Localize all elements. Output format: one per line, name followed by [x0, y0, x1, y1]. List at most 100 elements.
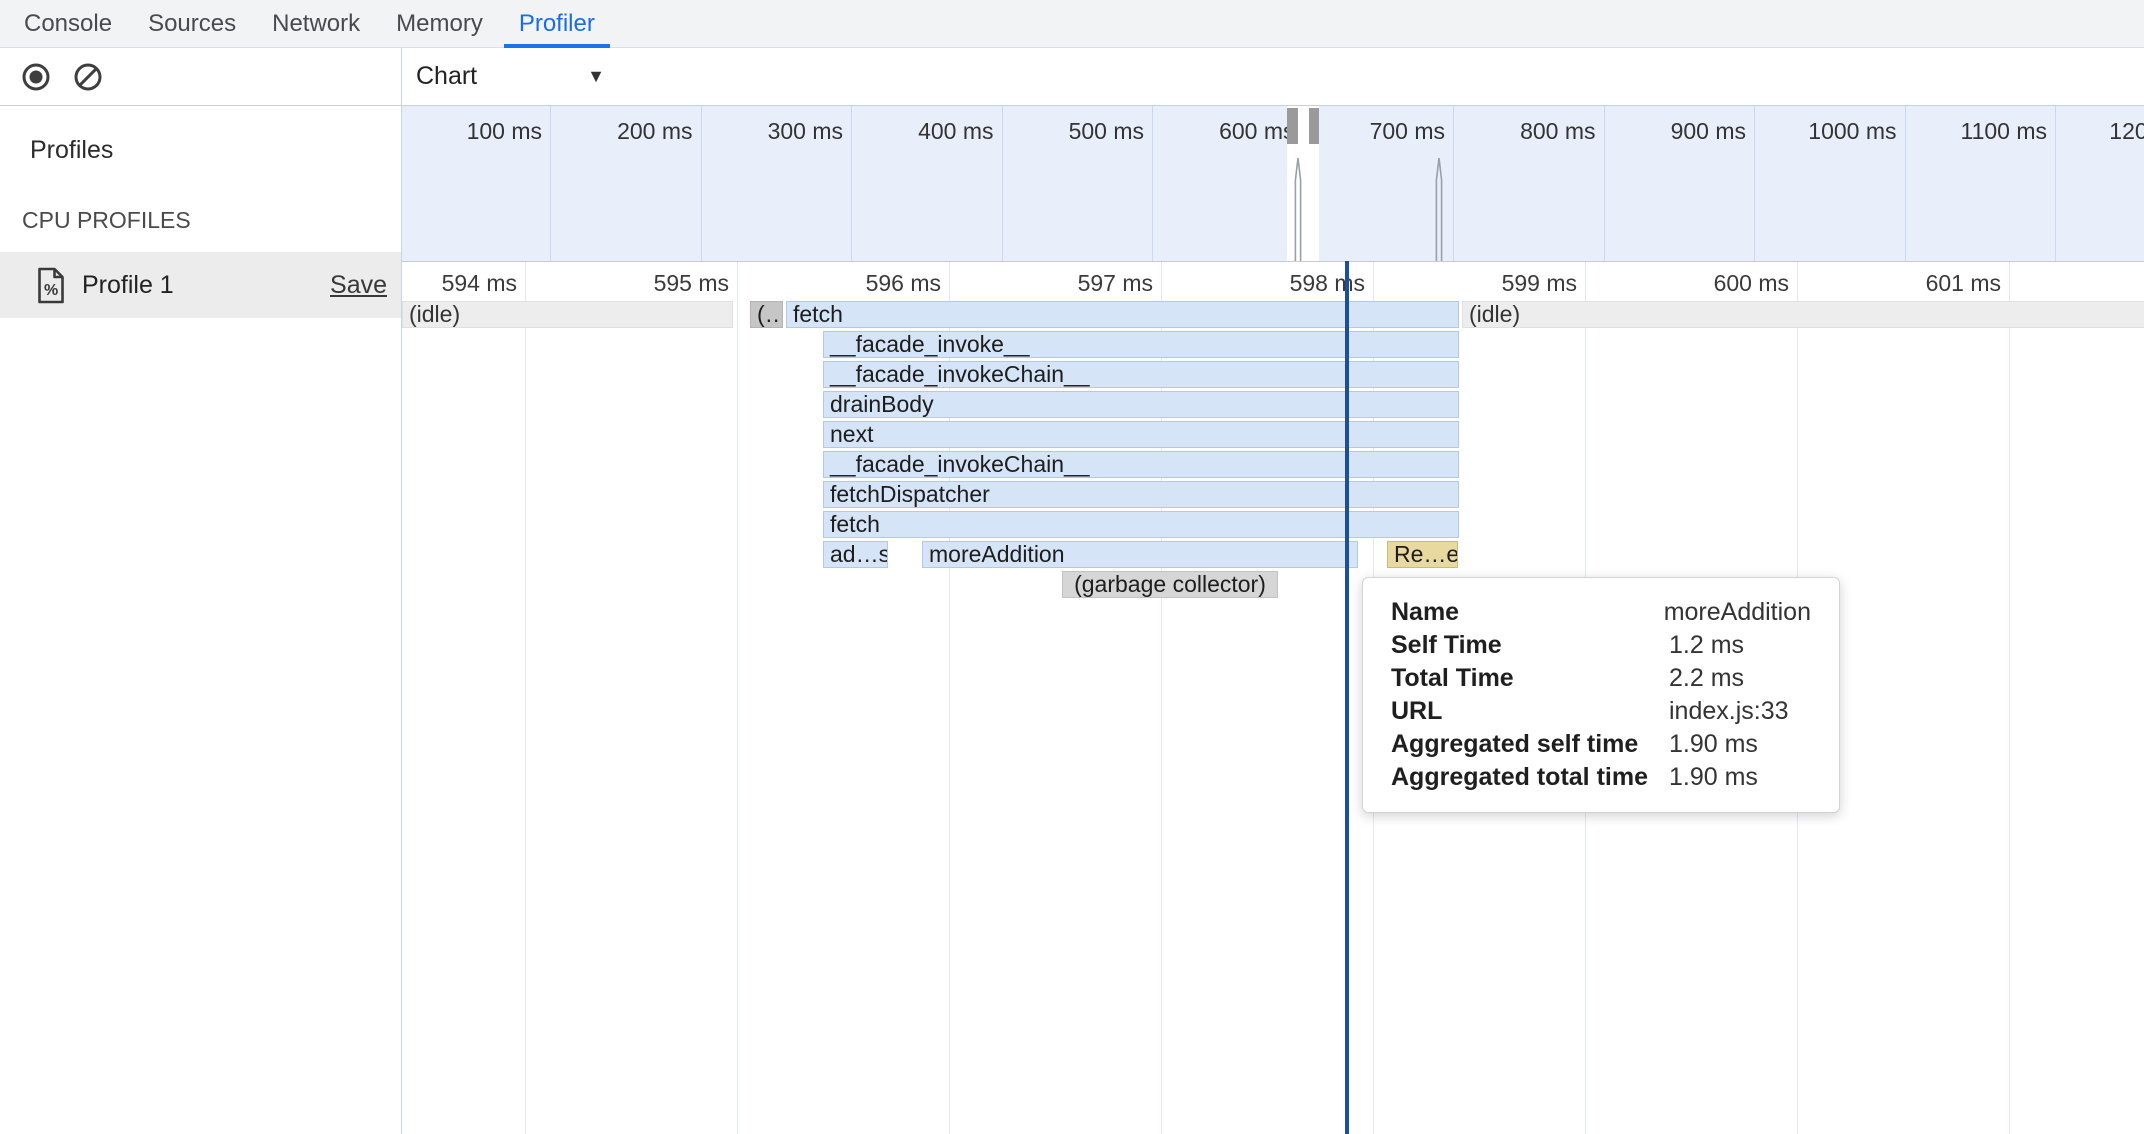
save-profile-link[interactable]: Save — [330, 270, 387, 299]
time-ruler-label: 598 ms — [1289, 270, 1365, 296]
selected-time-marker — [1345, 261, 1349, 1134]
overview-tick-label: 200 ms — [617, 118, 693, 144]
overview-tick-label: 1200 ms — [2109, 118, 2144, 144]
overview-gridline — [1904, 106, 1906, 261]
chevron-down-icon: ▼ — [587, 66, 605, 86]
flame-bar[interactable]: (garbage collector) — [1062, 571, 1278, 598]
tooltip-row: Name moreAddition — [1391, 596, 1811, 629]
time-gridline — [737, 261, 738, 1134]
content: Profiles CPU PROFILES % Profile 1 Save C… — [0, 48, 2144, 1134]
tooltip-row-value: index.js:33 — [1669, 697, 1789, 725]
flame-bar[interactable]: next — [823, 421, 1459, 448]
flame-bar[interactable]: (… — [750, 301, 783, 328]
devtools-tab-bar: Console Sources Network Memory Profiler — [0, 0, 2144, 48]
overview-tick-label: 900 ms — [1670, 118, 1746, 144]
overview-tick-label: 100 ms — [466, 118, 542, 144]
overview-tick-label: 800 ms — [1520, 118, 1596, 144]
tooltip-row: Aggregated self time 1.90 ms — [1391, 728, 1811, 761]
profiles-heading: Profiles — [30, 136, 114, 164]
selection-handle-left[interactable] — [1287, 108, 1298, 144]
overview-gridline — [851, 106, 852, 261]
view-mode-select[interactable]: Chart ▼ — [402, 62, 605, 91]
overview-gridline — [700, 106, 702, 261]
record-button[interactable] — [20, 61, 52, 93]
time-gridline — [1161, 261, 1162, 1134]
time-ruler-label: 596 ms — [865, 270, 941, 296]
flame-bar[interactable]: ad…s — [823, 541, 888, 568]
tooltip-row-label: Self Time — [1391, 631, 1502, 659]
time-ruler-label: 597 ms — [1077, 270, 1153, 296]
time-ruler-label: 601 ms — [1925, 270, 2001, 296]
tooltip-row-value: 1.90 ms — [1669, 730, 1758, 758]
overview-gridline — [1001, 106, 1003, 261]
time-gridline — [949, 261, 950, 1134]
overview-tick-label: 400 ms — [918, 118, 994, 144]
tab-console[interactable]: Console — [24, 9, 113, 37]
tooltip-row-label: Name — [1391, 598, 1460, 626]
tooltip-row-label: Total Time — [1391, 664, 1514, 692]
record-icon — [22, 63, 50, 90]
flame-bar[interactable]: __facade_invokeChain__ — [823, 451, 1459, 478]
tooltip-row: Aggregated total time 1.90 ms — [1391, 761, 1811, 794]
tooltip-row-value: 1.90 ms — [1669, 763, 1758, 791]
overview-gridline — [1453, 106, 1454, 261]
frame-details-tooltip: Name moreAddition Self Time 1.2 ms Total Tim… — [1362, 577, 1840, 813]
flame-chart-panel: Chart ▼ 100 ms 200 ms 300 ms 400 ms 500 ms 60… — [402, 48, 2144, 1134]
flame-bar[interactable]: drainBody — [823, 391, 1459, 418]
cpu-activity-spike — [1434, 157, 1444, 266]
time-ruler-label: 594 ms — [441, 270, 517, 296]
overview-tick-label: 500 ms — [1068, 118, 1144, 144]
tab-profiler[interactable]: Profiler — [501, 0, 613, 48]
timeline-overview[interactable]: 100 ms 200 ms 300 ms 400 ms 500 ms 600 ms 700 … — [402, 105, 2144, 262]
tooltip-row-label: Aggregated total time — [1391, 763, 1648, 791]
sidebar-item-profile-1[interactable]: % Profile 1 Save — [0, 252, 401, 318]
profile-document-icon: % — [38, 267, 64, 303]
tooltip-row: Self Time 1.2 ms — [1391, 629, 1811, 662]
tab-network[interactable]: Network — [272, 9, 361, 37]
tooltip-row-value: moreAddition — [1663, 598, 1811, 626]
selection-handle-right[interactable] — [1309, 108, 1319, 144]
flame-bar[interactable]: fetch — [786, 301, 1459, 328]
overview-gridline — [1152, 106, 1153, 261]
overview-tick-label: 1000 ms — [1808, 118, 1897, 144]
tooltip-row-value: 1.2 ms — [1669, 631, 1745, 659]
tooltip-row-label: URL — [1391, 697, 1443, 725]
time-ruler-label: 595 ms — [653, 270, 729, 296]
svg-text:%: % — [44, 282, 58, 299]
view-mode-value: Chart — [416, 62, 478, 90]
flame-bar[interactable]: (idle) — [402, 301, 733, 328]
time-ruler-label: 599 ms — [1501, 270, 1577, 296]
overview-gridline — [550, 106, 551, 261]
clear-profiles-button[interactable] — [72, 61, 104, 93]
time-gridline — [2009, 261, 2010, 1134]
overview-tick-label: 700 ms — [1369, 118, 1445, 144]
flame-bar[interactable]: __facade_invoke__ — [823, 331, 1459, 358]
profiles-sidebar: Profiles CPU PROFILES % Profile 1 Save — [0, 48, 402, 1134]
overview-tick-label: 1100 ms — [1960, 118, 2047, 144]
overview-gridline — [1603, 106, 1605, 261]
tab-sources[interactable]: Sources — [148, 9, 237, 37]
flame-bar[interactable]: Re…e — [1387, 541, 1458, 568]
profile-name: Profile 1 — [82, 270, 174, 299]
flame-bar[interactable]: __facade_invokeChain__ — [823, 361, 1459, 388]
time-gridline — [525, 261, 526, 1134]
overview-gridline — [2055, 106, 2056, 261]
overview-tick-label: 600 ms — [1219, 118, 1295, 144]
cpu-activity-spike — [1293, 157, 1303, 266]
chart-view-toolbar: Chart ▼ — [402, 48, 2144, 105]
flame-bar[interactable]: fetchDispatcher — [823, 481, 1459, 508]
flame-bar[interactable]: fetch — [823, 511, 1459, 538]
time-ruler-label: 600 ms — [1713, 270, 1789, 296]
profiler-toolbar — [0, 48, 401, 106]
overview-gridline — [1754, 106, 1755, 261]
tab-memory[interactable]: Memory — [396, 9, 483, 37]
overview-tick-label: 300 ms — [767, 118, 843, 144]
tooltip-row: Total Time 2.2 ms — [1391, 662, 1811, 695]
cpu-profiles-section-heading: CPU PROFILES — [22, 207, 191, 233]
tooltip-row: URL index.js:33 — [1391, 695, 1811, 728]
clear-icon — [74, 63, 102, 90]
tooltip-row-label: Aggregated self time — [1391, 730, 1639, 758]
tooltip-row-value: 2.2 ms — [1669, 664, 1745, 692]
flame-bar[interactable]: (idle) — [1462, 301, 2144, 328]
flame-bar[interactable]: moreAddition — [922, 541, 1358, 568]
